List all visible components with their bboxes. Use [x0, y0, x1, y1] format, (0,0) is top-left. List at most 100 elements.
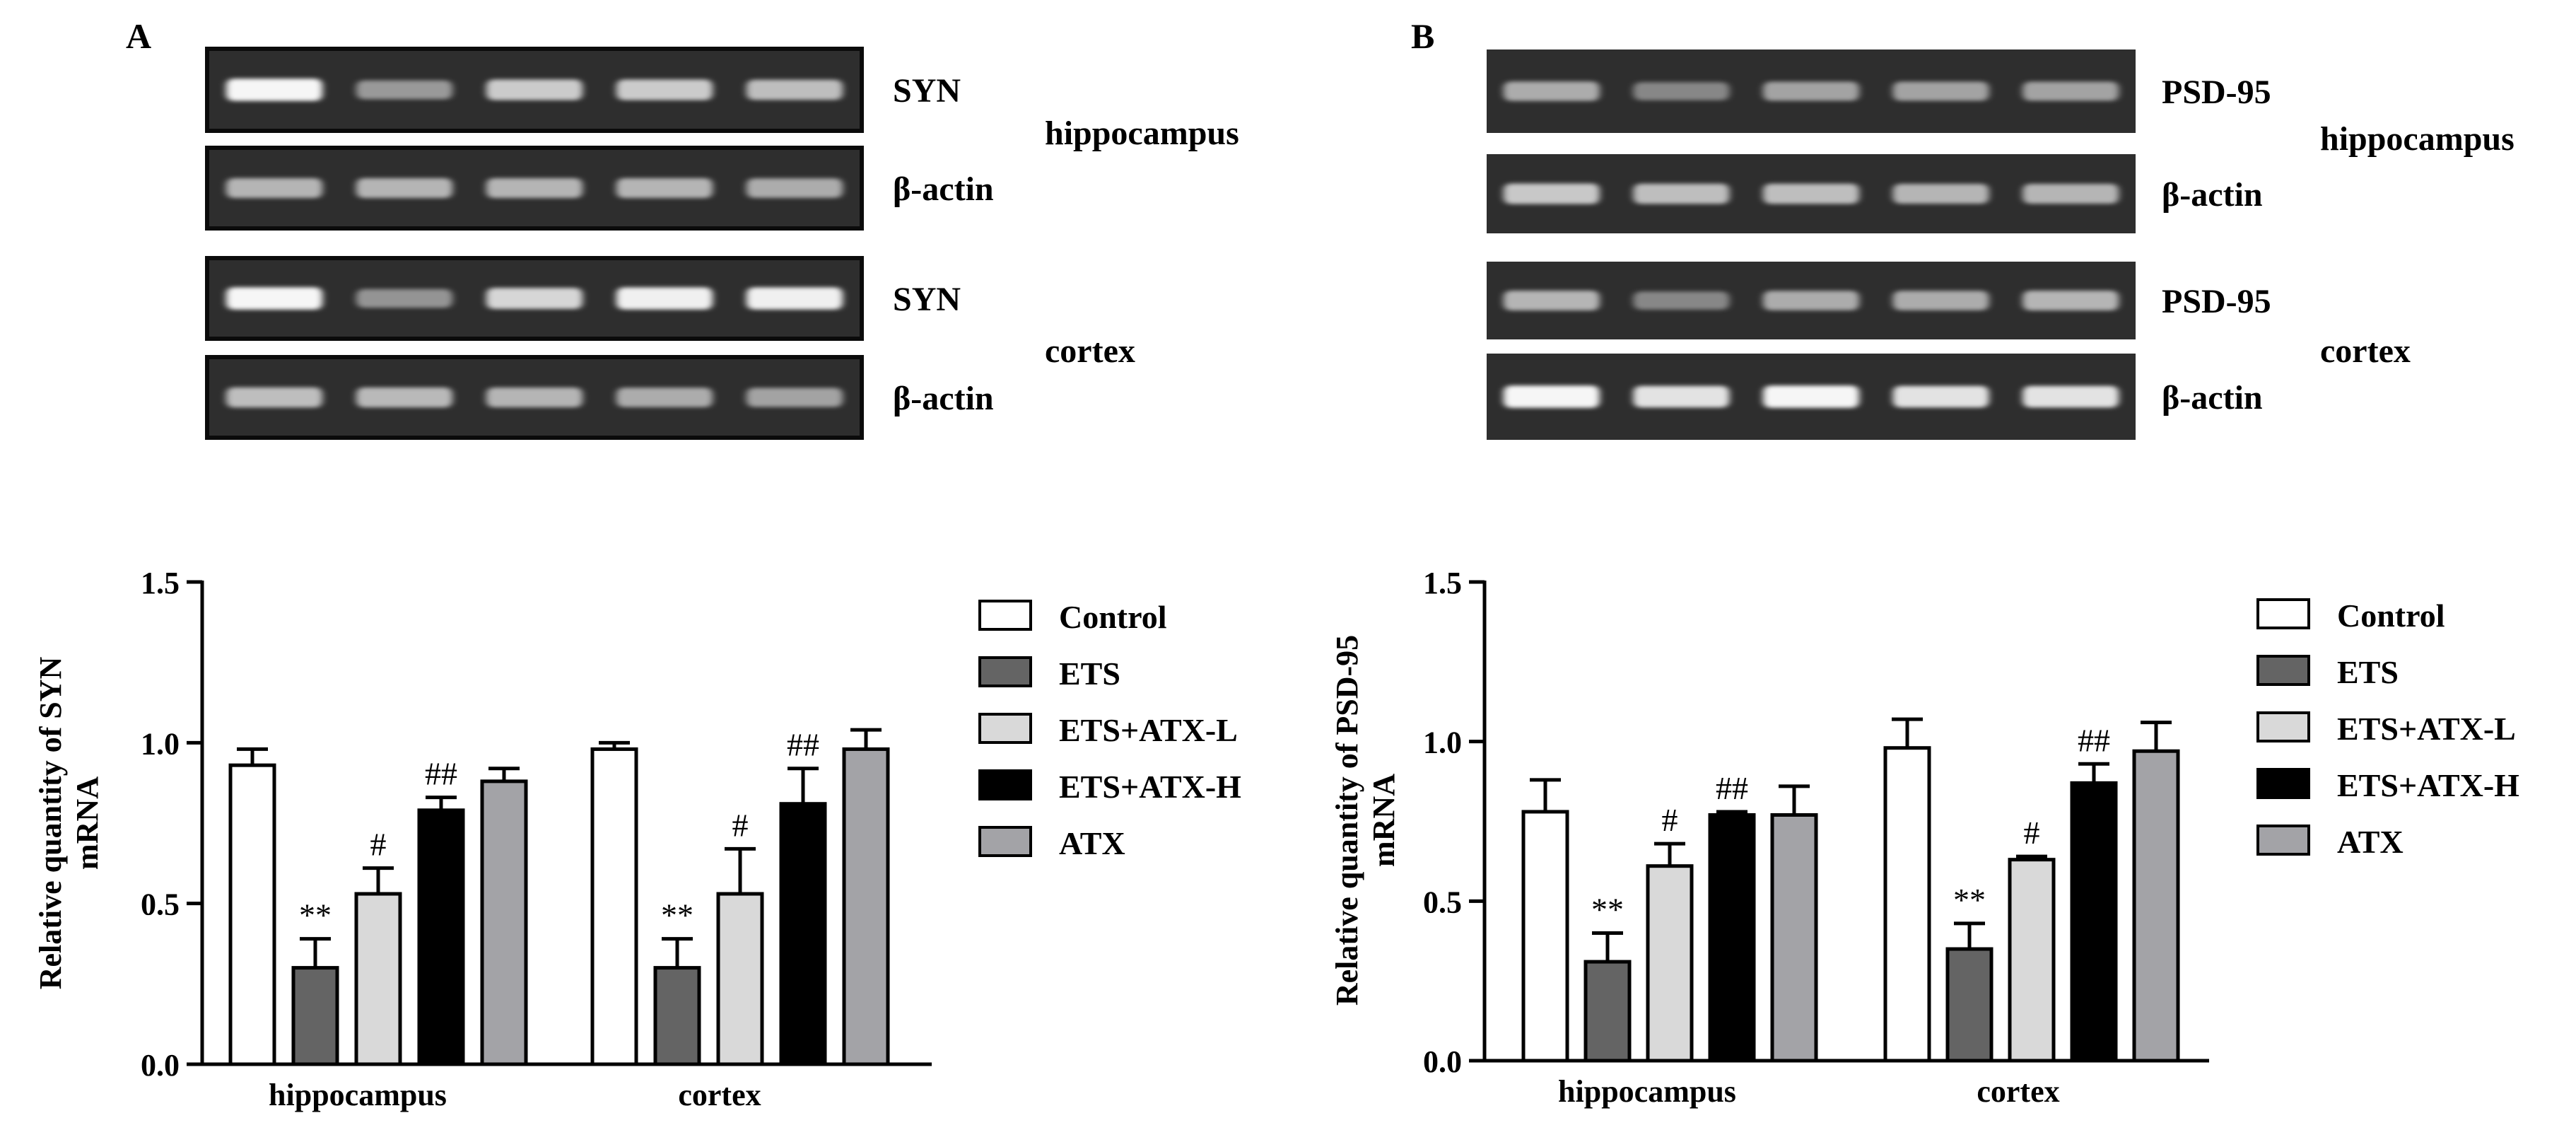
bar: [2132, 749, 2180, 1063]
gel-band: [1633, 82, 1730, 100]
tissue-label: hippocampus: [1045, 115, 1239, 152]
legend-swatch: [978, 600, 1032, 631]
y-tick-label: 0.0: [1423, 1044, 1462, 1079]
gel-band: [486, 288, 583, 309]
legend-swatch: [2256, 768, 2310, 799]
bar: [417, 808, 465, 1066]
panel-letter: B: [1411, 16, 1434, 56]
bar: [1883, 746, 1931, 1063]
gel-band: [356, 289, 453, 308]
legend-swatch: [978, 713, 1032, 744]
gel-band: [1763, 183, 1859, 204]
significance-mark: ##: [425, 756, 457, 792]
legend-label: ETS+ATX-H: [2337, 767, 2519, 803]
gel-band: [356, 80, 453, 100]
bar-chart-psd95: 0.0 0.5 1.0 1.5 Relative quantity of PSD-95 m…: [1330, 566, 2519, 1109]
bar: [779, 802, 827, 1066]
x-category-label: cortex: [678, 1078, 761, 1112]
legend-swatch: [978, 656, 1032, 687]
gel-band: [746, 388, 843, 407]
bar: [716, 892, 764, 1066]
gel-band: [2022, 184, 2119, 204]
significance-mark: #: [1662, 802, 1678, 838]
tissue-label: hippocampus: [2320, 120, 2514, 158]
gel-row-label: β-actin: [2162, 379, 2263, 417]
legend-swatch: [2256, 598, 2310, 629]
gel-row-label: β-actin: [2162, 176, 2263, 214]
y-tick-label: 1.0: [141, 726, 180, 761]
legend-swatch: [2256, 655, 2310, 686]
bar: [2070, 781, 2118, 1063]
bar-chart-syn: 0.0 0.5 1.0 1.5 Relative quantity of SYN mRNA…: [33, 566, 1241, 1112]
gel-row-label: β-actin: [893, 170, 994, 208]
y-tick-label: 0.5: [141, 887, 180, 922]
significance-mark: ##: [2078, 722, 2110, 758]
gel-band: [1892, 291, 1989, 310]
bar: [291, 966, 339, 1066]
legend-swatch: [978, 769, 1032, 800]
bar: [1708, 812, 1756, 1063]
gel-band: [226, 287, 323, 310]
gel-band: [226, 387, 323, 408]
significance-mark: **: [299, 897, 332, 933]
legend-label: Control: [1059, 599, 1167, 635]
gel-panel-a: A SYN β-actin SYN β-actin hippocampus cortex: [126, 16, 1239, 440]
significance-mark: **: [1953, 882, 1986, 918]
gel-band: [746, 178, 843, 198]
gel-band: [1763, 291, 1859, 310]
significance-mark: #: [2024, 815, 2040, 851]
gel-band: [356, 387, 453, 408]
bar: [842, 747, 890, 1066]
legend-label: ETS+ATX-L: [1059, 712, 1238, 748]
gel-band: [1763, 81, 1859, 101]
y-axis-label: Relative quantity of PSD-95: [1330, 635, 1364, 1006]
legend-label: ETS: [1059, 656, 1120, 692]
gel-band: [616, 79, 713, 100]
gel-band: [1633, 385, 1730, 408]
gel-band: [1503, 81, 1600, 101]
gel-band: [616, 388, 713, 407]
gel-band: [226, 178, 323, 198]
y-tick-label: 0.0: [141, 1048, 180, 1083]
y-tick-label: 1.5: [141, 566, 180, 600]
gel-band: [1503, 385, 1600, 408]
y-tick-label: 1.5: [1423, 566, 1462, 600]
gel-band: [486, 178, 583, 198]
significance-mark: **: [661, 897, 693, 933]
gel-band: [1633, 183, 1730, 204]
bar: [480, 779, 528, 1066]
panel-letter: A: [126, 16, 151, 56]
significance-mark: #: [370, 827, 387, 863]
gel-band: [2022, 291, 2119, 310]
x-category-label: hippocampus: [1558, 1074, 1736, 1109]
bar: [1945, 947, 1994, 1063]
x-category-label: hippocampus: [269, 1078, 447, 1112]
legend-label: ETS: [2337, 654, 2399, 690]
y-axis-label: mRNA: [1366, 774, 1401, 867]
y-tick-label: 0.5: [1423, 885, 1462, 919]
gel-band: [356, 178, 453, 198]
bar: [2008, 858, 2056, 1063]
bar: [1521, 810, 1569, 1063]
legend-label: ETS+ATX-L: [2337, 711, 2516, 747]
gel-row-label: SYN: [893, 281, 961, 318]
gel-panel-b: B PSD-95 β-actin PSD-95 β-actin hippocampus co…: [1411, 16, 2514, 440]
gel-band: [2022, 81, 2119, 101]
gel-band: [226, 78, 323, 101]
bar: [1646, 864, 1694, 1063]
gel-band: [1892, 81, 1989, 101]
gel-row-label: β-actin: [893, 380, 994, 417]
bar: [228, 763, 276, 1066]
legend-swatch: [2256, 711, 2310, 742]
gel-band: [1503, 183, 1600, 204]
bar: [1770, 812, 1818, 1063]
y-tick-label: 1.0: [1423, 726, 1462, 760]
gel-band: [616, 178, 713, 198]
gel-band: [1892, 184, 1989, 204]
gel-band: [1503, 291, 1600, 310]
gel-band: [1763, 385, 1859, 408]
bar: [590, 747, 638, 1066]
tissue-label: cortex: [2320, 332, 2411, 370]
gel-row-label: PSD-95: [2162, 74, 2271, 111]
